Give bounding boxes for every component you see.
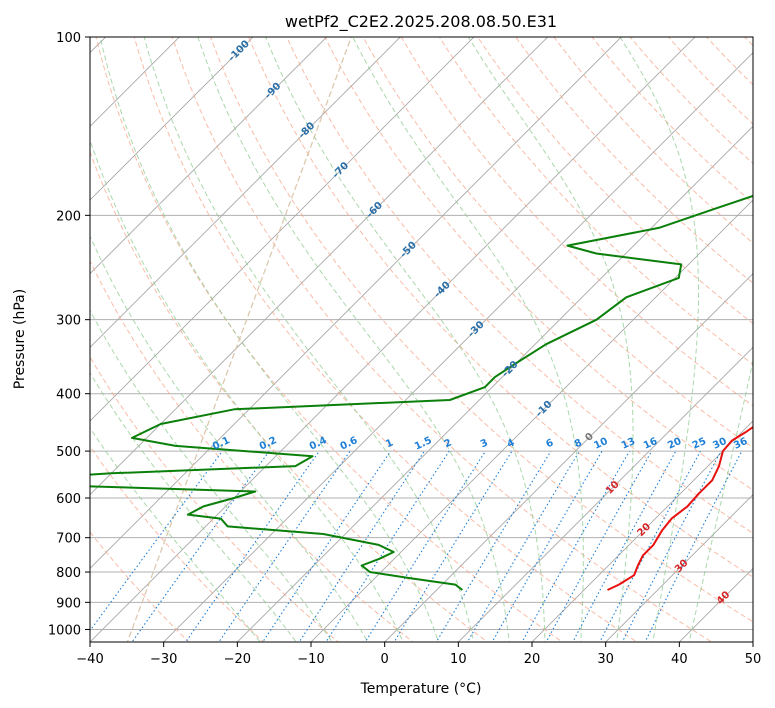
y-tick-label: 500 [56,445,81,460]
dry-adiabat [400,37,753,407]
dry-adiabat [133,37,638,642]
mixing-ratio-label: 2 [443,437,454,450]
x-tick-label: 20 [524,652,541,667]
mixing-ratio-label: 13 [620,436,637,452]
y-tick-label: 1000 [48,623,81,638]
mixing-ratio-label: 30 [711,436,728,452]
mixing-ratio-line [572,450,677,642]
y-tick-label: 200 [56,209,81,224]
mixing-ratio-label: 36 [732,436,749,452]
dry-adiabat [90,259,414,642]
mixing-ratio-line [218,450,351,642]
mixing-ratio-line [466,450,580,642]
chart-title: wetPf2_C2E2.2025.208.08.50.E31 [285,12,557,32]
y-tick-label: 400 [56,388,81,403]
dewpoint-line [90,194,753,591]
x-tick-label: −40 [76,652,103,667]
plot-area [90,37,753,642]
x-axis-title: Temperature (°C) [360,681,482,697]
x-tick-label: −10 [297,652,324,667]
dry-adiabat [362,37,753,449]
y-tick-label: 100 [56,31,81,46]
grid-layer [90,37,753,642]
mixing-ratio-line [131,450,270,642]
background-lines [90,37,753,642]
moist-adiabat [99,37,440,642]
mixing-ratio-label: 6 [544,437,555,450]
dry-adiabat [90,356,340,642]
dry-adiabat [286,37,753,534]
dry-adiabat [248,37,753,578]
mixing-ratio-line [393,450,513,642]
dry-adiabat [209,37,753,623]
isotherm-line [90,37,549,496]
moist-adiabat [90,138,404,642]
isotherm-line [90,37,254,201]
dry-adiabat [90,531,190,642]
isotherm-line [531,420,753,642]
isotherm-line [90,37,622,569]
isotherm-line [605,494,753,642]
mixing-ratio-label: 16 [642,436,659,452]
moist-adiabat [265,37,546,642]
moist-adiabat [90,235,369,642]
plot-frame [89,36,754,643]
mixing-ratio-line [491,450,603,642]
dry-adiabat [324,37,753,491]
mixing-ratio-label: 1 [384,437,395,450]
series-layer [90,194,753,591]
moist-adiabat [619,37,699,642]
x-tick-label: 50 [745,652,762,667]
y-axis-title: Pressure (hPa) [12,289,28,389]
x-tick-label: 0 [381,652,389,667]
isotherm-line [90,37,401,348]
x-tick-label: −30 [150,652,177,667]
mixing-ratio-line [435,450,552,642]
temperature-line [607,425,753,591]
mixing-ratio-line [364,450,486,642]
isotherm-line [163,52,753,642]
y-tick-label: 900 [56,596,81,611]
mixing-ratio-label: 8 [573,437,584,450]
mixing-ratio-label: 25 [691,436,708,452]
dry-adiabat [95,37,564,642]
moist-adiabat [90,309,333,642]
dry-adiabat [90,150,489,642]
isotherm-line [384,273,753,642]
y-tick-label: 600 [56,492,81,507]
y-tick-label: 800 [56,566,81,581]
dry-adiabat [171,37,713,642]
x-tick-label: −20 [224,652,251,667]
moist-adiabat [90,427,261,642]
mixing-ratio-label: 10 [592,436,609,452]
isotherm-line [236,125,753,642]
x-tick-label: 10 [450,652,467,667]
mixing-ratio-line [298,450,425,642]
moist-adiabat [197,37,510,642]
moist-adiabat [143,37,475,642]
isotherm-line [457,346,753,642]
moist-adiabat [90,371,297,642]
moist-adiabat [352,37,584,642]
x-tick-label: 30 [597,652,614,667]
moist-adiabat [467,37,634,642]
mixing-ratio-label: 20 [666,436,683,452]
dry-adiabat [90,445,265,642]
y-tick-label: 700 [56,532,81,547]
mixing-ratio-line [545,450,653,642]
isotherm-line [310,199,753,642]
axis-ticks: −40 −30 −20 −10 0 10 20 30 40 50 100 200 300 400 500 60… [48,31,761,667]
mixing-ratio-label: 3 [479,437,490,450]
moist-adiabat [688,358,753,642]
mixing-ratio-label: 4 [505,437,516,450]
mixing-ratio-line [262,450,392,642]
isotherm-line [90,37,696,642]
reference-curve [126,37,352,642]
isotherm-line [90,37,475,422]
x-tick-label: 40 [671,652,688,667]
y-tick-label: 300 [56,314,81,329]
